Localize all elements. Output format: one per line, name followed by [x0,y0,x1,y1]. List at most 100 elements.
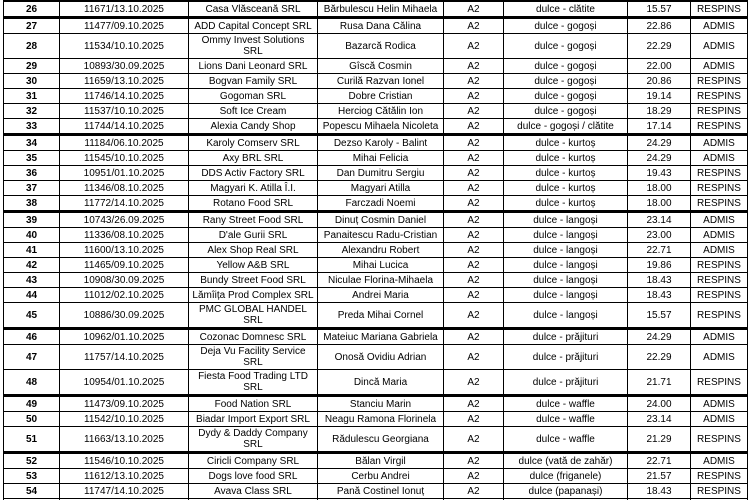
row-number-cell: 45 [3,302,60,330]
row-number-cell: 33 [3,118,60,136]
category-cell: dulce - prăjituri [503,344,628,370]
score-cell: 17.14 [627,118,691,136]
table-row: 47 11757/14.10.2025 Deja Vu Facility Ser… [3,344,748,370]
score-cell: 21.57 [627,468,691,484]
registration-number-cell: 11546/10.10.2025 [59,452,189,469]
registration-number-cell: 10886/30.09.2025 [59,302,189,330]
section-cell: A2 [443,483,504,499]
registration-number-cell: 11465/09.10.2025 [59,257,189,273]
result-status-cell: RESPINS [690,468,748,484]
result-status-cell: ADMIS [690,344,748,370]
category-cell: dulce - clătite [503,0,628,19]
table-row: 39 10743/26.09.2025 Rany Street Food SRL… [3,211,748,228]
category-cell: dulce - gogoși [503,58,628,74]
section-cell: A2 [443,211,504,228]
registration-number-cell: 11346/08.10.2025 [59,180,189,196]
score-cell: 19.14 [627,88,691,104]
section-cell: A2 [443,180,504,196]
candidate-name-cell: Onosă Ovidiu Adrian [317,344,444,370]
category-cell: dulce - kurtoș [503,150,628,166]
candidate-name-cell: Preda Mihai Cornel [317,302,444,330]
row-number-cell: 42 [3,257,60,273]
score-cell: 21.29 [627,426,691,454]
candidate-name-cell: Stanciu Marin [317,395,444,412]
registration-number-cell: 11757/14.10.2025 [59,344,189,370]
row-number-cell: 41 [3,242,60,258]
section-cell: A2 [443,150,504,166]
category-cell: dulce - waffle [503,395,628,412]
section-cell: A2 [443,411,504,427]
score-cell: 21.71 [627,369,691,397]
row-number-cell: 34 [3,134,60,151]
score-cell: 18.43 [627,287,691,303]
score-cell: 18.43 [627,272,691,288]
category-cell: dulce - langoși [503,272,628,288]
score-cell: 22.86 [627,17,691,34]
candidate-name-cell: Niculae Florina-Mihaela [317,272,444,288]
result-status-cell: RESPINS [690,257,748,273]
result-status-cell: ADMIS [690,33,748,59]
row-number-cell: 46 [3,328,60,345]
result-status-cell: RESPINS [690,195,748,213]
category-cell: dulce - langoși [503,257,628,273]
row-number-cell: 43 [3,272,60,288]
result-status-cell: RESPINS [690,165,748,181]
category-cell: dulce - langoși [503,242,628,258]
section-cell: A2 [443,118,504,136]
category-cell: dulce (friganele) [503,468,628,484]
table-row: 54 11747/14.10.2025 Avava Class SRL Pană… [3,483,748,499]
registration-number-cell: 11744/14.10.2025 [59,118,189,136]
table-row: 46 10962/01.10.2025 Cozonac Domnesc SRL … [3,328,748,345]
result-status-cell: RESPINS [690,287,748,303]
table-row: 50 11542/10.10.2025 Biadar Import Export… [3,411,748,427]
score-cell: 19.43 [627,165,691,181]
company-name-cell: Rany Street Food SRL [188,211,318,228]
registration-number-cell: 10962/01.10.2025 [59,328,189,345]
registration-number-cell: 11671/13.10.2025 [59,0,189,19]
company-name-cell: Dogs love food SRL [188,468,318,484]
table-row: 48 10954/01.10.2025 Fiesta Food Trading … [3,369,748,397]
score-cell: 22.00 [627,58,691,74]
company-name-cell: Gogoman SRL [188,88,318,104]
section-cell: A2 [443,88,504,104]
registration-number-cell: 11772/14.10.2025 [59,195,189,213]
registration-number-cell: 11663/13.10.2025 [59,426,189,454]
category-cell: dulce - langoși [503,287,628,303]
row-number-cell: 44 [3,287,60,303]
result-status-cell: ADMIS [690,58,748,74]
company-name-cell: ADD Capital Concept SRL [188,17,318,34]
row-number-cell: 27 [3,17,60,34]
company-name-cell: Yellow A&B SRL [188,257,318,273]
result-status-cell: RESPINS [690,0,748,19]
registration-number-cell: 10908/30.09.2025 [59,272,189,288]
score-cell: 24.29 [627,134,691,151]
company-name-cell: D'ale Gurii SRL [188,227,318,243]
candidate-name-cell: Rădulescu Georgiana [317,426,444,454]
candidate-name-cell: Dezso Karoly - Balint [317,134,444,151]
result-status-cell: RESPINS [690,498,748,500]
candidate-name-cell: Cerbu Andrei [317,468,444,484]
company-name-cell: Casa Vlăsceană SRL [188,0,318,19]
company-name-cell: DDS Activ Factory SRL [188,165,318,181]
table-row: 55 11628/13.10.2025 TMA Advanced Managem… [3,498,748,500]
section-cell: A2 [443,134,504,151]
registration-number-cell: 10743/26.09.2025 [59,211,189,228]
candidate-name-cell: Herciog Cătălin Ion [317,103,444,119]
candidate-name-cell: Farczadi Noemi [317,195,444,213]
row-number-cell: 29 [3,58,60,74]
candidate-name-cell: Mihai Felicia [317,150,444,166]
candidate-name-cell: Gîscă Cosmin [317,58,444,74]
score-cell: 22.29 [627,33,691,59]
company-name-cell: Lions Dani Leonard SRL [188,58,318,74]
registration-number-cell: 10893/30.09.2025 [59,58,189,74]
company-name-cell: Rotano Food SRL [188,195,318,213]
row-number-cell: 31 [3,88,60,104]
table-body: 26 11671/13.10.2025 Casa Vlăsceană SRL B… [3,0,748,500]
table-row: 27 11477/09.10.2025 ADD Capital Concept … [3,17,748,34]
candidate-name-cell: Popescu Mihaela Nicoleta [317,118,444,136]
score-cell: 18.43 [627,483,691,499]
score-cell: 20.86 [627,73,691,89]
candidate-name-cell: Neagu Ramona Florinela [317,411,444,427]
result-status-cell: RESPINS [690,73,748,89]
table-row: 32 11537/10.10.2025 Soft Ice Cream Herci… [3,103,748,119]
